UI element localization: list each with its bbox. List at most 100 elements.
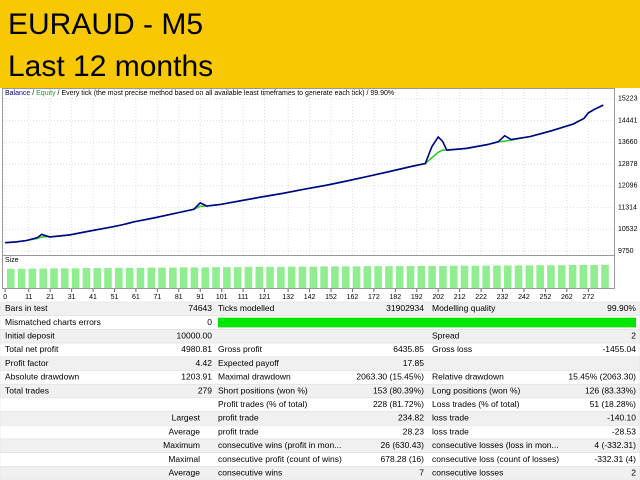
size-bar (493, 265, 501, 288)
x-tick-label: 71 (153, 294, 161, 301)
size-bar (547, 265, 555, 288)
size-bar (179, 267, 188, 288)
series-line (5, 104, 604, 244)
y-tick-label: 13660 (618, 139, 638, 146)
table-cell: Long positions (won %) (432, 385, 521, 395)
x-tick-label: 41 (89, 294, 97, 301)
table-row (0, 425, 640, 440)
y-tick-label: 12096 (618, 183, 638, 190)
legend-balance: Balance (5, 90, 30, 97)
quality-bar (218, 317, 636, 328)
table-cell: Maximal drawdown (218, 372, 291, 382)
x-tick-label: 272 (582, 294, 594, 301)
size-bar (158, 267, 166, 288)
x-tick-label: 142 (304, 294, 316, 301)
table-cell: Relative drawdown (432, 372, 504, 382)
table-cell: Short positions (won %) (218, 385, 308, 395)
size-bar (255, 266, 264, 288)
table-cell: Loss trades (% of total) (432, 399, 520, 409)
table-cell: 2063.30 (15.45%) (356, 372, 424, 382)
table-cell: Profit factor (5, 358, 49, 368)
size-bar (28, 268, 37, 288)
x-tick-label: 121 (259, 294, 271, 301)
table-cell: -332.31 (4) (594, 454, 636, 464)
x-tick-label: 182 (389, 294, 401, 301)
size-bar (244, 266, 253, 288)
table-cell: consecutive wins (218, 468, 282, 478)
table-cell: 4980.81 (181, 344, 212, 354)
table-cell: consecutive losses (loss in mon... (432, 440, 559, 450)
size-frame (2, 255, 615, 289)
table-cell: Ticks modelled (218, 303, 275, 313)
size-bar (568, 264, 577, 288)
table-cell: 234.82 (398, 413, 424, 423)
table-cell: -28.53 (612, 426, 636, 436)
table-cell: 10000.00 (177, 331, 213, 341)
table-cell: Mismatched charts errors (5, 317, 101, 327)
table-cell: 2 (631, 331, 636, 341)
x-tick-label: 81 (175, 294, 183, 301)
size-bar (471, 265, 480, 288)
table-cell: 74643 (188, 303, 212, 313)
table-cell: 28.23 (403, 426, 425, 436)
table-cell: Maximal (168, 454, 200, 464)
size-bar (439, 265, 447, 288)
size-bar (82, 268, 91, 288)
table-cell: Initial deposit (5, 331, 55, 341)
size-bar (277, 266, 285, 288)
size-bar (557, 265, 566, 288)
table-cell: consecutive losses (432, 468, 503, 478)
size-bar (395, 266, 404, 288)
table-cell: 31902934 (386, 303, 424, 313)
size-bar (536, 265, 544, 288)
size-bar (212, 267, 220, 288)
header-subtitle: Last 12 months (8, 50, 213, 83)
table-row (0, 397, 640, 412)
table-row (0, 466, 640, 480)
table-row (0, 411, 640, 426)
x-tick-label: 162 (347, 294, 359, 301)
size-bar (233, 267, 242, 288)
size-bar (223, 267, 231, 288)
x-tick-label: 222 (475, 294, 487, 301)
x-tick-label: 252 (540, 294, 552, 301)
x-tick-label: 111 (238, 294, 249, 301)
table-cell: Profit trades (% of total) (218, 399, 307, 409)
legend-note: / Every tick (the most precise method ba… (56, 90, 395, 97)
x-tick-label: 232 (497, 294, 509, 301)
legend-sep: / (30, 90, 36, 97)
table-cell: -1455.04 (602, 344, 636, 354)
size-bar (320, 266, 328, 288)
size-bar (287, 266, 296, 288)
table-cell: Total trades (5, 385, 49, 395)
size-bar (115, 267, 123, 288)
table-cell: 1203.91 (181, 372, 212, 382)
table-cell: 17.85 (403, 358, 425, 368)
chart-panel (0, 88, 640, 302)
table-cell: 0 (207, 317, 212, 327)
size-bar (169, 267, 177, 288)
table-cell: -140.10 (607, 413, 636, 423)
x-tick-label: 192 (411, 294, 423, 301)
size-bar (190, 267, 199, 288)
size-bar (482, 265, 490, 288)
table-cell: 279 (198, 385, 212, 395)
size-bar (449, 265, 458, 288)
x-tick-label: 21 (46, 294, 54, 301)
table-cell: consecutive loss (count of losses) (432, 454, 559, 464)
y-tick-label: 9750 (618, 248, 634, 255)
table-cell: consecutive profit (count of wins) (218, 454, 342, 464)
x-tick-label: 0 (3, 294, 7, 301)
size-bar (406, 265, 415, 288)
y-tick-label: 11314 (618, 204, 637, 211)
legend-equity: Equity (36, 90, 56, 97)
x-tick-label: 172 (368, 294, 380, 301)
table-cell: 26 (630.43) (381, 440, 425, 450)
x-tick-label: 61 (132, 294, 140, 301)
size-bar (514, 265, 523, 288)
header-title: EURAUD - M5 (8, 8, 203, 41)
size-bar (385, 266, 393, 288)
table-cell: Absolute drawdown (5, 372, 79, 382)
size-bar (7, 268, 15, 288)
